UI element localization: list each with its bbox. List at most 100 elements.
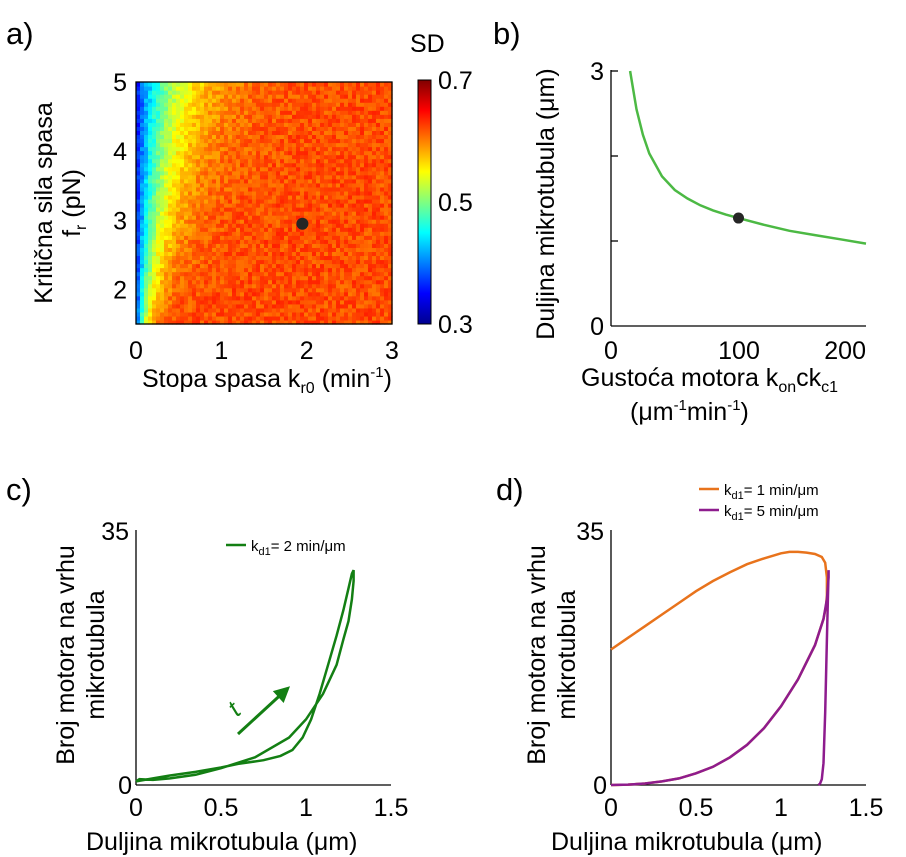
heatmap-cell <box>248 263 253 269</box>
heatmap-cell <box>368 211 373 216</box>
heatmap-cell <box>340 263 345 269</box>
heatmap-cell <box>308 186 313 192</box>
heatmap-cell <box>184 251 189 257</box>
heatmap-cell <box>180 231 185 236</box>
heatmap-cell <box>200 239 205 244</box>
heatmap-cell <box>312 231 317 236</box>
heatmap-cell <box>320 287 325 293</box>
heatmap-cell <box>140 162 145 168</box>
heatmap-cell <box>352 307 357 313</box>
heatmap-cell <box>180 166 185 172</box>
heatmap-cell <box>292 86 297 91</box>
heatmap-cell <box>152 146 157 152</box>
heatmap-cell <box>308 174 313 180</box>
heatmap-cell <box>292 223 297 228</box>
heatmap-cell <box>196 203 201 208</box>
heatmap-cell <box>348 126 353 131</box>
heatmap-cell <box>332 219 337 224</box>
heatmap-cell <box>304 166 309 172</box>
heatmap-cell <box>316 243 321 248</box>
heatmap-cell <box>220 319 225 325</box>
heatmap-cell <box>268 142 273 148</box>
heatmap-cell <box>320 255 325 261</box>
heatmap-cell <box>220 239 225 244</box>
heatmap-cell <box>248 150 253 156</box>
heatmap-cell <box>332 174 337 180</box>
heatmap-cell <box>344 154 349 160</box>
heatmap-cell <box>252 295 257 301</box>
heatmap-cell <box>268 114 273 119</box>
heatmap-cell <box>180 267 185 273</box>
heatmap-cell <box>276 247 281 252</box>
heatmap-cell <box>388 170 393 176</box>
heatmap-cell <box>340 94 345 99</box>
heatmap-cell <box>200 287 205 293</box>
heatmap-cell <box>156 82 161 87</box>
heatmap-cell <box>352 207 357 212</box>
heatmap-cell <box>336 303 341 309</box>
heatmap-cell <box>344 291 349 297</box>
heatmap-cell <box>212 219 217 224</box>
heatmap-cell <box>332 259 337 265</box>
heatmap-cell <box>260 271 265 277</box>
heatmap-cell <box>152 259 157 265</box>
heatmap-cell <box>140 134 145 140</box>
panel-c-label: c) <box>6 472 32 507</box>
heatmap-cell <box>328 142 333 148</box>
heatmap-cell <box>232 295 237 301</box>
heatmap-cell <box>388 182 393 188</box>
heatmap-cell <box>152 227 157 232</box>
heatmap-cell <box>380 247 385 252</box>
heatmap-cell <box>168 287 173 293</box>
heatmap-cell <box>360 223 365 228</box>
heatmap-cell <box>176 311 181 317</box>
heatmap-cell <box>156 118 161 123</box>
heatmap-cell <box>140 146 145 152</box>
heatmap-cell <box>268 267 273 273</box>
heatmap-cell <box>172 130 177 136</box>
heatmap-cell <box>292 182 297 188</box>
heatmap-cell <box>388 315 393 321</box>
heatmap-cell <box>276 231 281 236</box>
heatmap-cell <box>368 251 373 257</box>
heatmap-cell <box>200 295 205 301</box>
heatmap-cell <box>256 283 261 289</box>
heatmap-cell <box>388 219 393 224</box>
heatmap-cell <box>168 118 173 123</box>
heatmap-cell <box>264 295 269 301</box>
heatmap-cell <box>216 219 221 224</box>
heatmap-cell <box>308 267 313 273</box>
heatmap-cell <box>312 150 317 156</box>
heatmap-cell <box>336 86 341 91</box>
heatmap-cell <box>264 243 269 248</box>
heatmap-cell <box>380 170 385 176</box>
heatmap-cell <box>380 207 385 212</box>
heatmap-cell <box>224 186 229 192</box>
heatmap-cell <box>248 186 253 192</box>
heatmap-cell <box>316 126 321 131</box>
heatmap-cell <box>136 110 141 115</box>
heatmap-cell <box>312 114 317 119</box>
heatmap-cell <box>248 259 253 265</box>
heatmap-cell <box>388 215 393 220</box>
heatmap-cell <box>288 251 293 257</box>
heatmap-cell <box>304 215 309 220</box>
heatmap-cell <box>332 198 337 204</box>
heatmap-cell <box>308 255 313 261</box>
heatmap-cell <box>152 82 157 87</box>
heatmap-cell <box>148 267 153 273</box>
heatmap-cell <box>176 267 181 273</box>
heatmap-cell <box>308 142 313 148</box>
heatmap-cell <box>268 271 273 277</box>
heatmap-cell <box>352 114 357 119</box>
heatmap-cell <box>240 315 245 321</box>
heatmap-cell <box>144 102 149 107</box>
heatmap-cell <box>324 251 329 257</box>
heatmap-cell <box>152 130 157 136</box>
heatmap-cell <box>212 130 217 136</box>
heatmap-cell <box>140 174 145 180</box>
heatmap-cell <box>236 283 241 289</box>
heatmap-cell <box>292 110 297 115</box>
heatmap-cell <box>220 311 225 317</box>
heatmap-cell <box>248 267 253 273</box>
